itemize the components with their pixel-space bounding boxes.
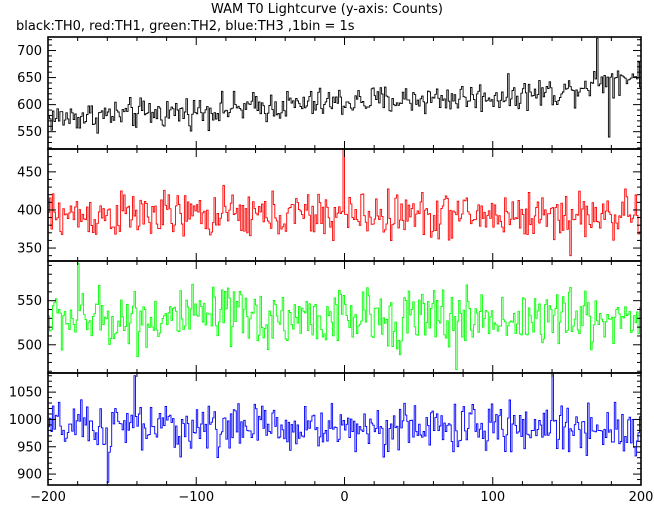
x-axis: −200 −100 0 100 200 (30, 490, 653, 505)
y-tick-label: 350 (17, 242, 42, 257)
y-tick-label: 1000 (9, 413, 42, 428)
x-tick-label: −100 (178, 490, 214, 505)
y-tick-label: 950 (17, 440, 42, 455)
series-line-th0 (48, 38, 641, 138)
y-tick-label: 900 (17, 468, 42, 483)
y-tick-label: 550 (17, 294, 42, 309)
series-line-th1 (48, 149, 641, 257)
x-tick-label: 100 (480, 490, 505, 505)
panel-th3: 900 950 1000 1050 (9, 372, 642, 486)
y-tick-label: 700 (17, 44, 42, 59)
panel-th0: 550 600 650 700 (17, 36, 642, 150)
y-tick-label: 650 (17, 71, 42, 86)
panel-th2: 500 550 (17, 260, 642, 374)
series-line-th2 (48, 263, 641, 370)
x-tick-label: −200 (30, 490, 66, 505)
chart-subtitle: black:TH0, red:TH1, green:TH2, blue:TH3 … (16, 19, 355, 34)
y-tick-label: 600 (17, 98, 42, 113)
y-tick-label: 450 (17, 165, 42, 180)
y-tick-label: 400 (17, 203, 42, 218)
y-tick-label: 500 (17, 338, 42, 353)
series-line-th3 (48, 373, 641, 483)
y-tick-label: 550 (17, 125, 42, 140)
x-tick-label: 200 (629, 490, 654, 505)
chart-title: WAM T0 Lightcurve (y-axis: Counts) (211, 2, 443, 17)
panel-th1: 350 400 450 (17, 148, 642, 262)
panels-group: 550 600 650 700 350 400 450 500 550 900 950 1000 105… (9, 36, 642, 486)
x-tick-label: 0 (340, 490, 348, 505)
y-tick-label: 1050 (9, 386, 42, 401)
